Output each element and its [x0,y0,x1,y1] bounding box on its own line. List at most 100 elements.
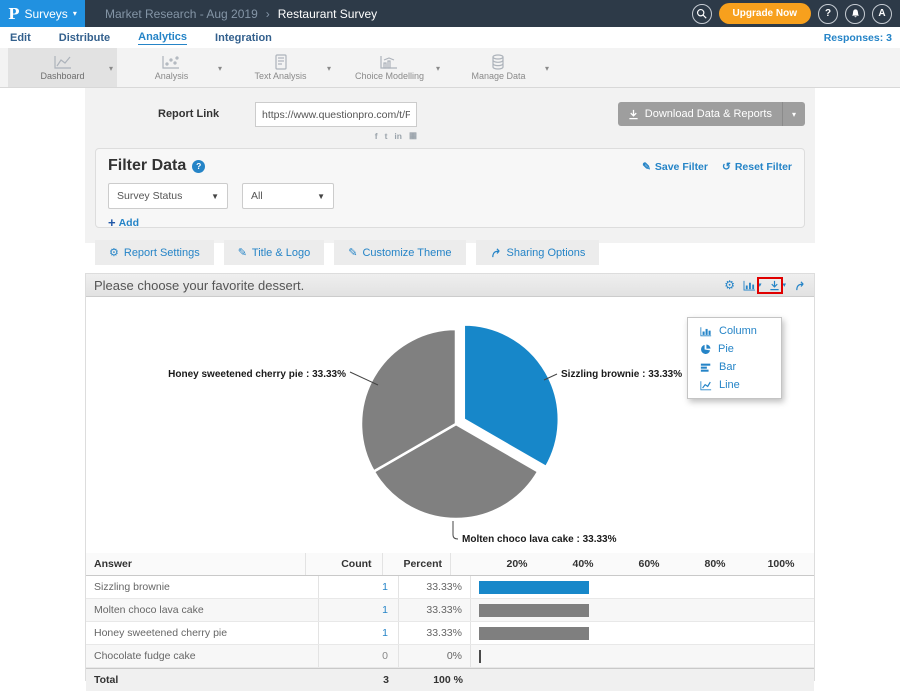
reset-icon: ↺ [722,161,731,173]
table-header-row: Answer Count Percent 20% 40% 60% 80% 100… [86,553,814,576]
pie-label-honey-sweetened-cherry-pie: Honey sweetened cherry pie : 33.33% [168,369,346,380]
filter-value-select[interactable]: All ▼ [242,183,334,209]
report-link-label: Report Link [158,108,219,120]
bar-chart-icon [743,280,756,291]
chevron-down-icon[interactable]: ▾ [109,64,113,73]
nav-item-distribute[interactable]: Distribute [59,32,110,44]
count-value: 0 [382,650,388,662]
notifications-button[interactable] [845,4,865,24]
add-filter-button[interactable]: + Add [108,215,139,230]
gears-icon: ⚙ [109,246,119,259]
questionpro-logo-icon: P [8,5,19,23]
breadcrumb-separator: › [266,7,270,21]
tab-report-settings[interactable]: ⚙ Report Settings [95,240,214,265]
chart-settings-icon[interactable]: ⚙ [724,278,735,292]
scatter-chart-icon [161,55,181,70]
menu-item-line[interactable]: Line [688,376,781,394]
col-header-count: Count [306,553,382,575]
linkedin-icon[interactable]: in [394,131,402,141]
question-header: Please choose your favorite dessert. ⚙ ▾… [86,274,814,297]
report-settings-section: Report Link f t in ▦ Download Data & Rep… [85,88,815,243]
product-switcher[interactable]: P Surveys ▾ [0,0,85,27]
chevron-down-icon: ▾ [758,281,762,289]
reset-filter-button[interactable]: ↺ Reset Filter [722,161,792,173]
nav-item-edit[interactable]: Edit [10,32,31,44]
select-caret-icon: ▼ [317,192,325,201]
plus-icon: + [108,215,116,230]
nav-item-integration[interactable]: Integration [215,32,272,44]
modelling-chart-icon [379,55,399,70]
facebook-icon[interactable]: f [375,131,378,141]
responses-count[interactable]: Responses: 3 [824,32,892,44]
menu-item-pie[interactable]: Pie [688,340,781,358]
question-title: Please choose your favorite dessert. [94,278,304,293]
table-row: Honey sweetened cherry pie 1 33.33% [86,622,814,645]
select-caret-icon: ▼ [211,192,219,201]
col-header-percent: Percent [383,553,451,575]
edit-icon: ✎ [238,246,247,259]
bar-horizontal-icon [700,362,712,373]
filter-help-icon[interactable]: ? [192,160,205,173]
percent-bar [479,627,589,640]
help-button[interactable]: ? [818,4,838,24]
count-link[interactable]: 1 [382,604,388,616]
nav-item-analytics[interactable]: Analytics [138,31,187,45]
column-chart-icon [700,326,712,337]
toolbar-item-dashboard[interactable]: Dashboard ▾ [8,48,117,87]
breadcrumb-project[interactable]: Market Research - Aug 2019 [105,7,258,21]
breadcrumb-current: Restaurant Survey [278,7,377,21]
save-filter-button[interactable]: ✎ Save Filter [642,161,708,173]
pie-chart-icon [700,344,711,355]
chart-type-button[interactable]: ▾ [743,280,762,291]
edit-icon: ✎ [348,246,357,259]
chevron-down-icon[interactable]: ▾ [327,64,331,73]
report-tabs: ⚙ Report Settings ✎ Title & Logo ✎ Custo… [95,240,599,265]
filter-data-panel: Filter Data ? ✎ Save Filter ↺ Reset Filt… [95,148,805,228]
line-chart-icon [700,380,712,391]
twitter-icon[interactable]: t [385,131,388,141]
analytics-toolbar: Dashboard ▾ Analysis ▾ Text Analysis ▾ C… [0,48,900,88]
toolbar-item-text-analysis[interactable]: Text Analysis ▾ [226,48,335,87]
menu-item-bar[interactable]: Bar [688,358,781,376]
chevron-down-icon[interactable]: ▾ [218,64,222,73]
percent-scale: 20% 40% 60% 80% 100% [451,553,814,575]
filter-field-select[interactable]: Survey Status ▼ [108,183,228,209]
search-button[interactable] [692,4,712,24]
count-link[interactable]: 1 [382,581,388,593]
toolbar-item-analysis[interactable]: Analysis ▾ [117,48,226,87]
product-label: Surveys [24,7,67,21]
col-header-answer: Answer [86,553,306,575]
account-button[interactable]: A [872,4,892,24]
tab-customize-theme[interactable]: ✎ Customize Theme [334,240,465,265]
report-link-input[interactable] [255,102,417,127]
chevron-down-icon[interactable]: ▾ [436,64,440,73]
search-icon [696,8,707,19]
pie-chart-area: Sizzling brownie : 33.33% Honey sweetene… [86,297,814,553]
download-icon [628,109,639,120]
share-arrow-icon [490,247,502,258]
chevron-down-icon: ▾ [73,9,77,18]
chevron-down-icon[interactable]: ▾ [545,64,549,73]
upgrade-now-button[interactable]: Upgrade Now [719,3,811,24]
menu-item-column[interactable]: Column [688,322,781,340]
results-table: Answer Count Percent 20% 40% 60% 80% 100… [86,553,814,691]
toolbar-item-choice-modelling[interactable]: Choice Modelling ▾ [335,48,444,87]
chart-download-button[interactable]: ▾ [769,280,786,291]
chart-share-button[interactable] [794,280,806,291]
table-total-row: Total 3 100 % [86,668,814,691]
count-link[interactable]: 1 [382,627,388,639]
line-chart-icon [53,55,73,70]
question-mark-icon: ? [825,8,831,19]
tab-sharing-options[interactable]: Sharing Options [476,240,600,265]
percent-bar [479,581,589,594]
share-arrow-icon [794,280,806,291]
toolbar-item-manage-data[interactable]: Manage Data ▾ [444,48,553,87]
download-data-reports-button[interactable]: Download Data & Reports ▾ [618,102,805,126]
download-options-caret[interactable]: ▾ [783,110,805,119]
chevron-down-icon: ▾ [782,281,786,289]
embed-icon[interactable]: ▦ [409,130,417,141]
chart-type-menu: Column Pie Bar [687,317,782,399]
percent-bar [479,604,589,617]
percent-bar [479,650,481,663]
tab-title-logo[interactable]: ✎ Title & Logo [224,240,325,265]
